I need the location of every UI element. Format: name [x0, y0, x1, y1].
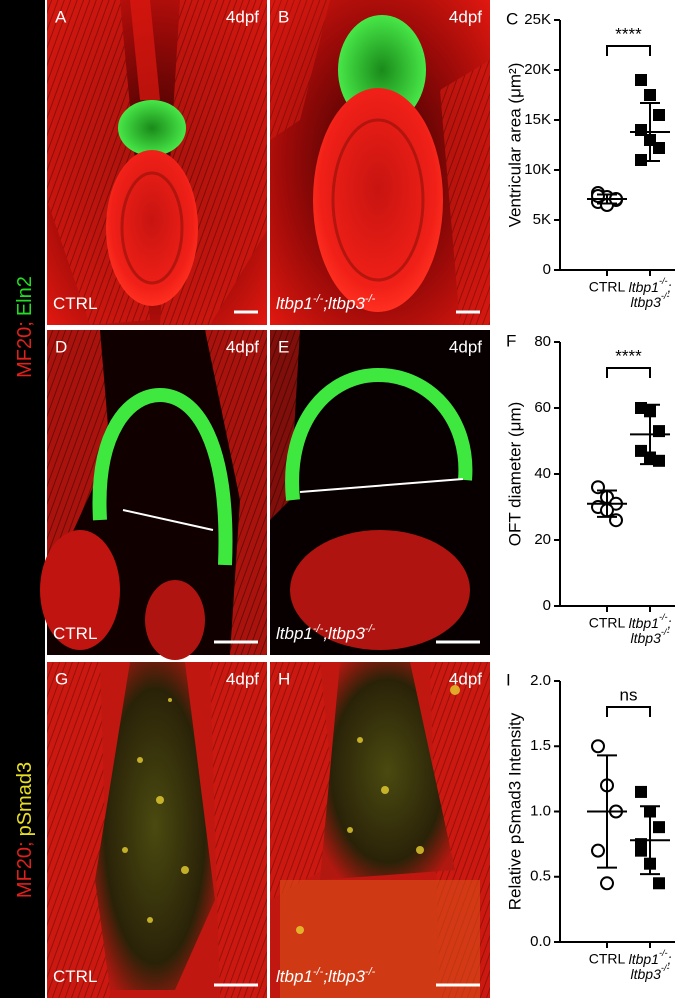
x-tick-label: CTRL — [589, 279, 626, 295]
stain-label: pSmad3 — [14, 762, 36, 837]
panel-letter: C — [506, 9, 518, 28]
x-tick-label: CTRL — [589, 951, 626, 967]
panel-letter: G — [55, 669, 68, 688]
y-tick-label: 40 — [534, 465, 551, 482]
micrograph — [40, 330, 267, 660]
panel-letter: F — [506, 331, 516, 350]
y-tick-label: 1.5 — [530, 737, 551, 754]
y-tick-label: 2.0 — [530, 672, 551, 689]
data-point — [635, 785, 647, 798]
data-point — [591, 189, 605, 203]
stage-label: 4dpf — [449, 669, 482, 688]
stain-label: MF20; — [14, 841, 36, 898]
significance-bracket — [606, 706, 651, 717]
y-tick-label: 5K — [533, 211, 551, 228]
micrograph — [270, 0, 490, 325]
significance-bracket — [606, 367, 651, 378]
y-axis-label: Ventricular area (μm²) — [505, 63, 524, 228]
panel-letter: H — [278, 669, 290, 688]
significance-label: **** — [615, 24, 642, 43]
micrograph — [270, 662, 490, 998]
panel-letter: D — [55, 337, 67, 356]
significance-label: **** — [615, 346, 642, 365]
significance-label: ns — [620, 685, 638, 704]
condition-label: ltbp1-/-;ltbp3-/- — [276, 623, 376, 644]
significance-bracket — [606, 45, 651, 56]
x-tick-label: ltbp1-/-; ltbp3-/- — [629, 612, 672, 645]
x-tick-label: ltbp1-/-; ltbp3-/- — [629, 948, 672, 981]
y-tick-label: 60 — [534, 399, 551, 416]
condition-label: ltbp1-/-;ltbp3-/- — [276, 293, 376, 314]
x-tick-label: CTRL — [589, 615, 626, 631]
y-tick-label: 0 — [543, 261, 551, 278]
data-point — [600, 876, 614, 891]
y-axis-label: OFT diameter (μm) — [505, 402, 524, 547]
condition-label: ltbp1-/-;ltbp3-/- — [276, 966, 376, 987]
data-point — [635, 844, 647, 857]
data-point — [653, 821, 665, 834]
condition-label: CTRL — [53, 294, 97, 313]
panel-letter: B — [278, 7, 289, 26]
y-tick-label: 80 — [534, 333, 551, 350]
data-point — [591, 843, 605, 858]
y-tick-label: 20 — [534, 531, 551, 548]
y-tick-label: 0.0 — [530, 933, 551, 950]
panel-letter: E — [278, 337, 289, 356]
condition-label: CTRL — [53, 624, 97, 643]
micrograph — [47, 0, 267, 325]
stage-label: 4dpf — [226, 7, 259, 26]
data-point — [644, 89, 656, 101]
panel-letter: A — [55, 7, 67, 26]
x-tick-label: ltbp1-/-; ltbp3-/- — [629, 276, 672, 309]
data-point — [653, 109, 665, 121]
y-axis-label: Relative pSmad3 Intensity — [505, 712, 524, 910]
micrograph — [270, 330, 490, 655]
data-point — [635, 74, 647, 86]
data-point — [591, 739, 605, 754]
stage-label: 4dpf — [449, 337, 482, 356]
y-tick-label: 0 — [543, 597, 551, 614]
stage-label: 4dpf — [226, 337, 259, 356]
y-tick-label: 20K — [524, 61, 551, 78]
condition-label: CTRL — [53, 967, 97, 986]
data-point — [653, 877, 665, 890]
y-tick-label: 0.5 — [530, 868, 551, 885]
stage-label: 4dpf — [449, 7, 482, 26]
data-point — [653, 142, 665, 154]
y-tick-label: 10K — [524, 161, 551, 178]
side-label: MF20; Eln2 — [14, 276, 36, 378]
y-tick-label: 25K — [524, 11, 551, 28]
side-label: MF20; pSmad3 — [14, 762, 36, 898]
y-tick-label: 1.0 — [530, 802, 551, 819]
panel-letter: I — [506, 670, 511, 689]
micrograph — [47, 662, 267, 998]
stain-label: Eln2 — [14, 276, 36, 316]
y-tick-label: 15K — [524, 111, 551, 128]
side-strip — [0, 0, 45, 998]
stage-label: 4dpf — [226, 669, 259, 688]
stain-label: MF20; — [14, 321, 36, 378]
